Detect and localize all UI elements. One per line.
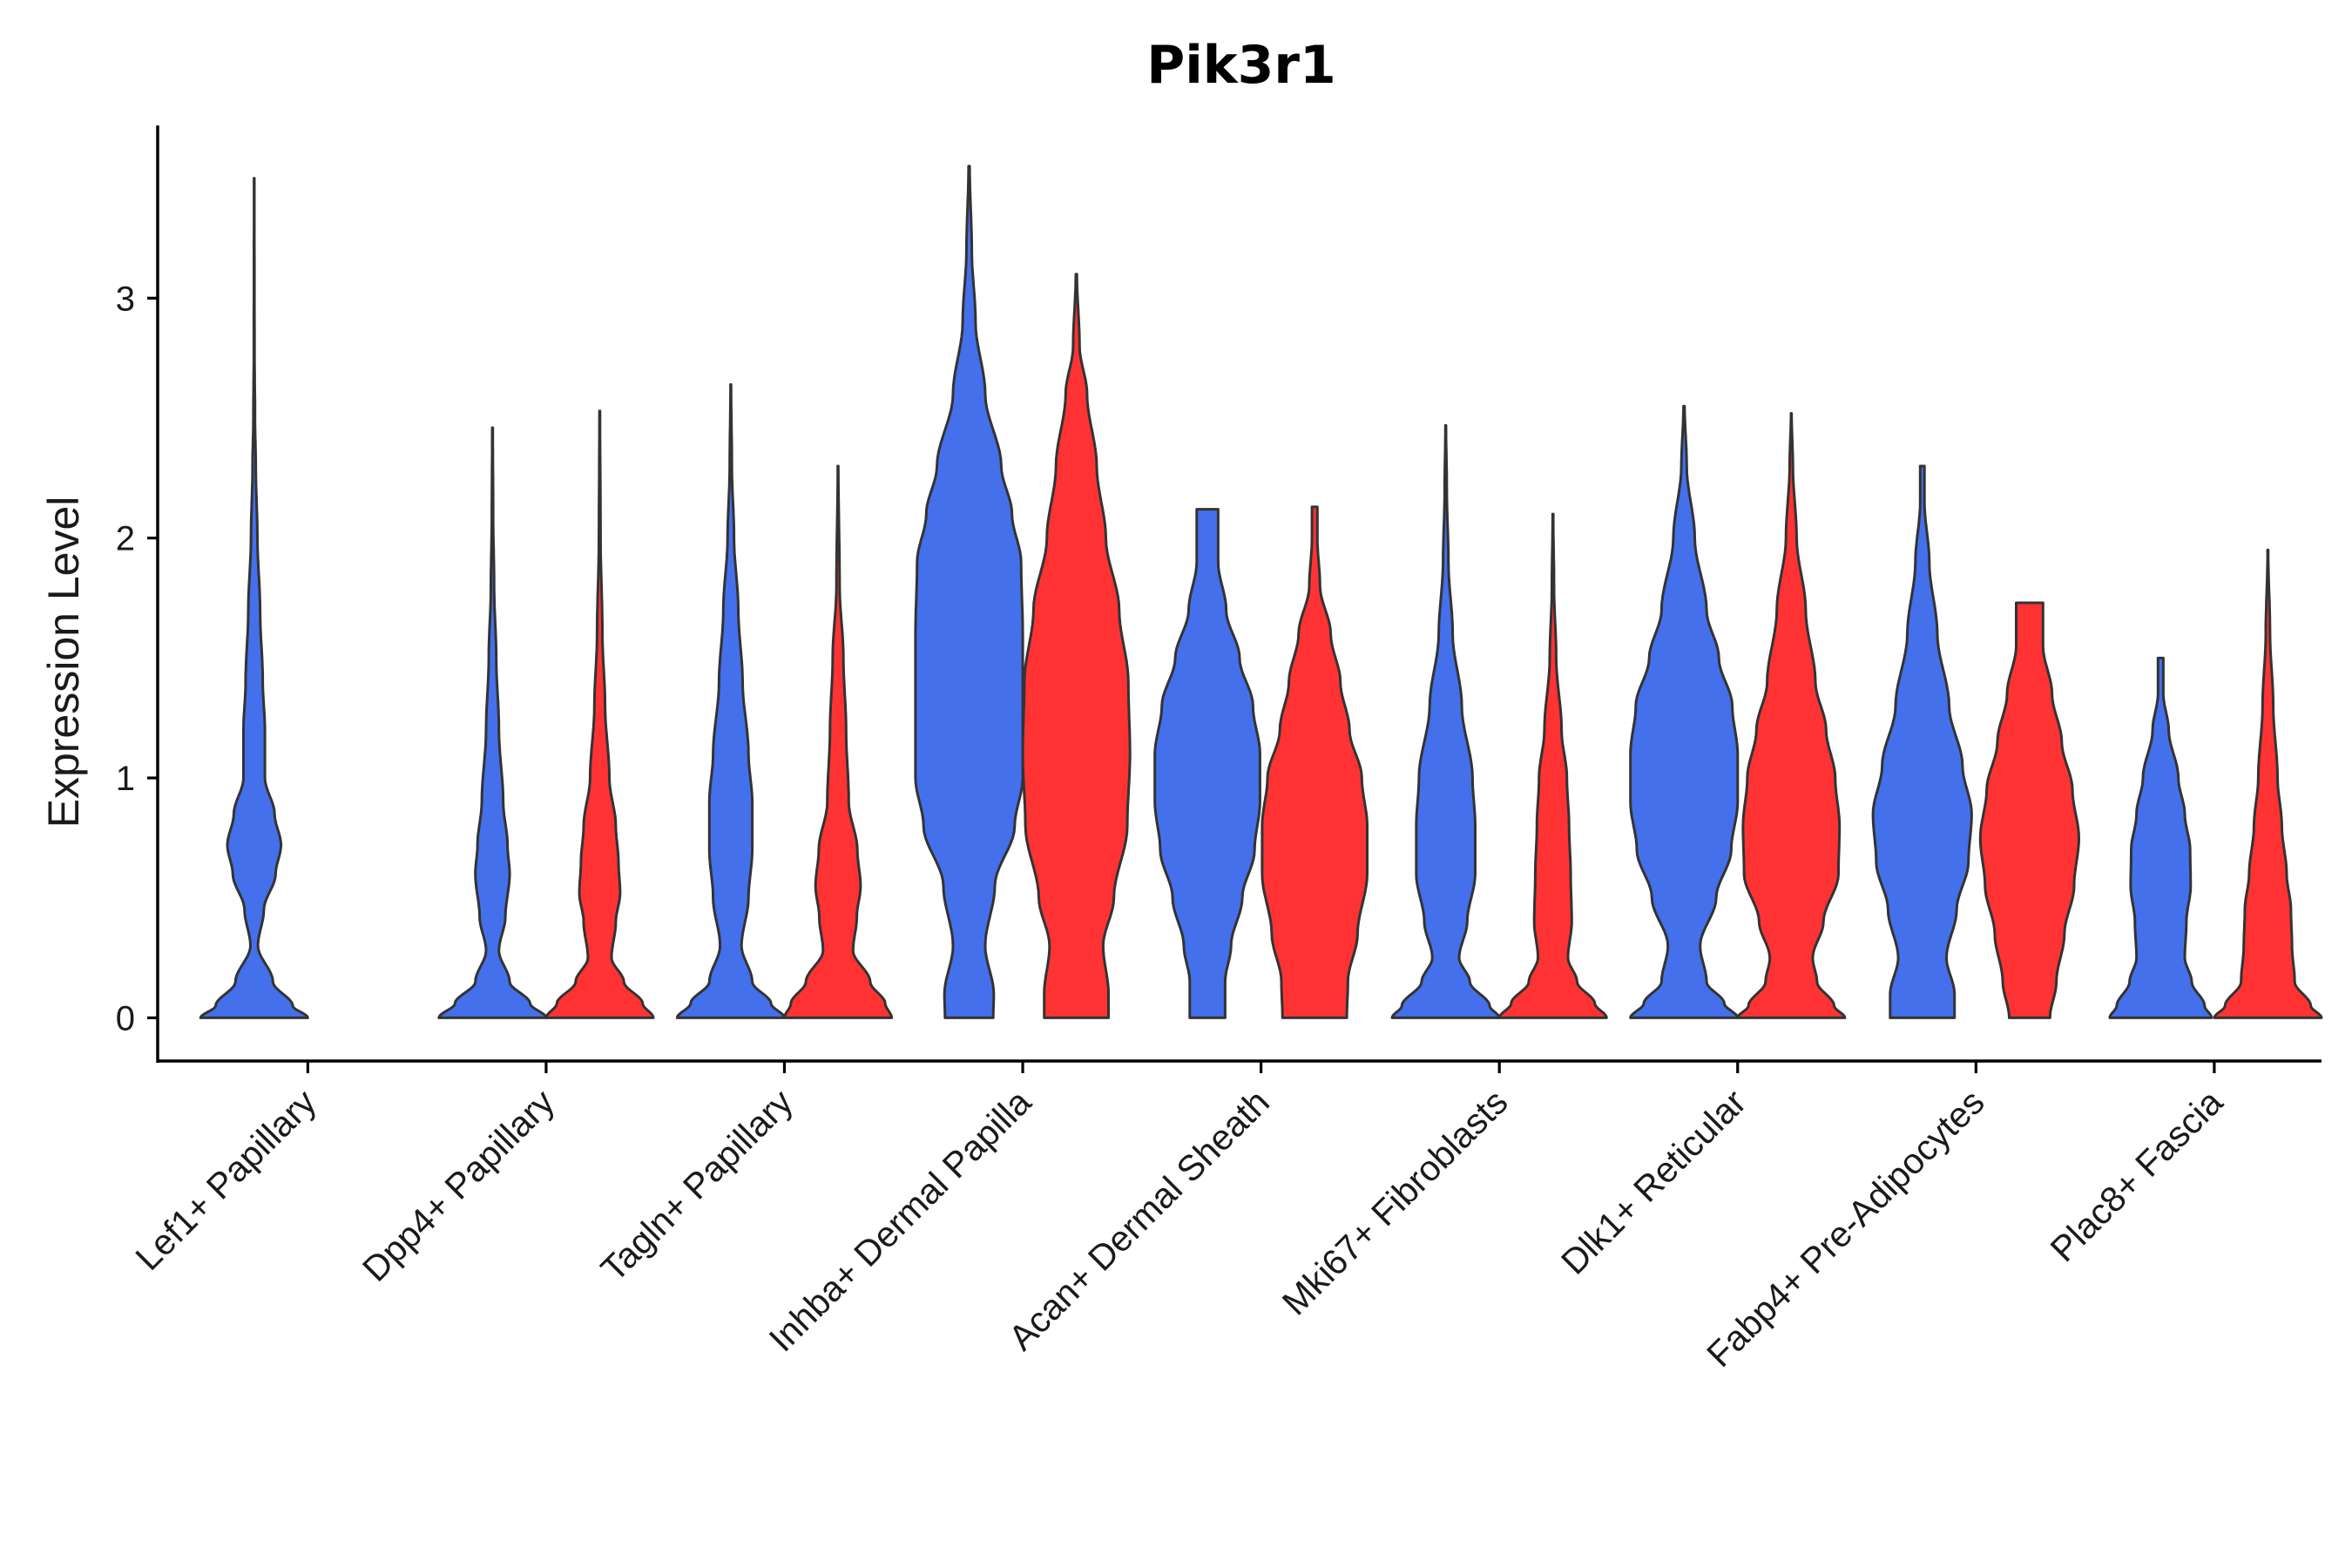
- x-category-label: Fabp4+ Pre-Adipocytes: [1699, 1082, 1991, 1375]
- violin-group2: [2213, 548, 2323, 1019]
- violin-group1: [1629, 404, 1740, 1019]
- violin-group2: [783, 464, 894, 1019]
- violin-group1: [1153, 508, 1261, 1019]
- y-tick-label: 3: [116, 280, 135, 318]
- violin-group2: [1736, 412, 1847, 1019]
- violin-group2: [544, 409, 655, 1019]
- violin-group1: [1390, 423, 1501, 1019]
- x-category-label: Lef1+ Papillary: [128, 1081, 324, 1277]
- violin-group1: [437, 426, 548, 1019]
- violin-group1: [199, 177, 309, 1019]
- violins-layer: [199, 165, 2323, 1019]
- y-tick-label: 1: [116, 760, 135, 798]
- x-category-label: Inhba+ Dermal Papilla: [761, 1082, 1039, 1360]
- x-category-label: Acan+ Dermal Sheath: [1001, 1082, 1277, 1358]
- x-category-label: Tagln+ Papillary: [593, 1081, 801, 1288]
- violin-group2: [1497, 512, 1608, 1019]
- y-tick-label: 2: [116, 520, 135, 558]
- chart-title: Pik3r1: [1146, 35, 1336, 96]
- y-axis-title: Expression Level: [39, 497, 88, 828]
- x-axis: Lef1+ Papillary Dpp4+ Papillary Tagln+ Pap…: [128, 1059, 2322, 1375]
- y-tick-label: 0: [116, 999, 135, 1037]
- violin-group2: [1978, 601, 2080, 1019]
- x-category-label: Dpp4+ Papillary: [355, 1081, 562, 1288]
- x-category-label: Mki67+ Fibroblasts: [1274, 1082, 1516, 1323]
- violin-group2: [1260, 505, 1369, 1019]
- violin-group1: [675, 382, 786, 1019]
- violin-group2: [1021, 273, 1132, 1019]
- violin-group1: [1871, 464, 1973, 1019]
- y-axis: 0 1 2 3: [116, 125, 159, 1063]
- violin-group1: [2108, 656, 2213, 1019]
- x-category-label: Dlk1+ Reticular: [1553, 1082, 1754, 1282]
- x-category-label: Plac8+ Fascia: [2043, 1082, 2231, 1270]
- violin-group1: [914, 165, 1024, 1019]
